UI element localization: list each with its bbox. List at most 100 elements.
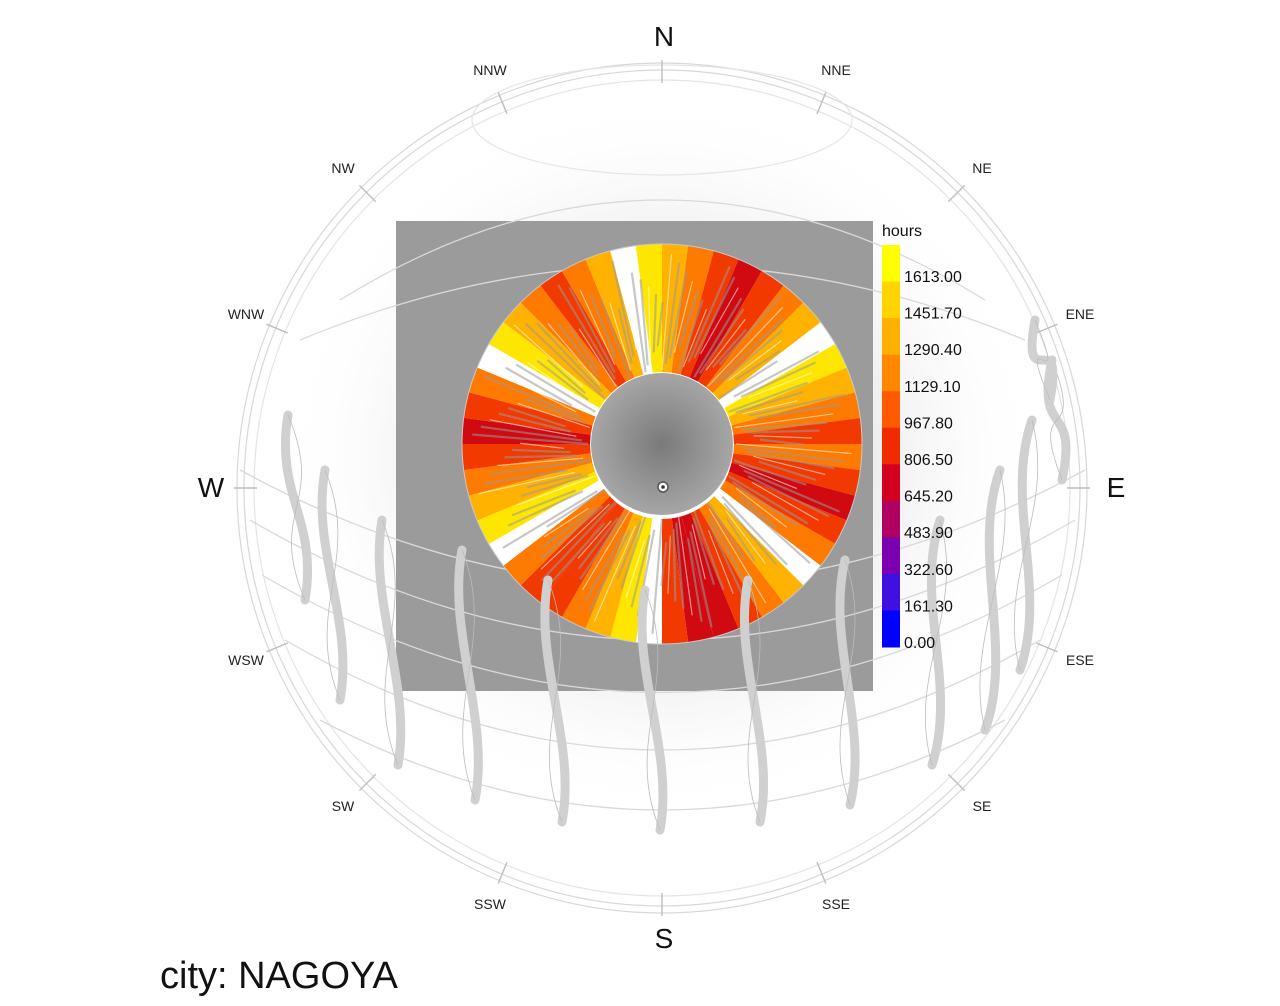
ring-streak — [753, 435, 812, 439]
ring-streak — [693, 510, 725, 590]
analemma-outline — [747, 579, 761, 823]
ring-streak — [733, 459, 807, 486]
analemma-outline — [979, 469, 1006, 731]
ring-sector — [475, 343, 600, 417]
sun-path-analemmas — [280, 315, 1071, 835]
ring-streak — [689, 531, 713, 628]
ring-sector — [719, 321, 837, 408]
analemma-outline — [839, 559, 856, 806]
ring-streak — [675, 522, 685, 609]
ring-streak — [536, 322, 603, 393]
ring-streak — [625, 540, 646, 599]
ring-streak — [520, 474, 589, 498]
compass-tick — [266, 323, 289, 334]
compass-labels: N S E W NNE NE ENE ESE SE SSE SSW SW WSW… — [198, 21, 1126, 954]
analemma-outline — [461, 549, 476, 801]
compass-N: N — [654, 21, 674, 52]
ring-streak — [705, 318, 746, 371]
compass-SW: SW — [332, 798, 355, 814]
ring-streak — [526, 473, 582, 489]
ring-streak — [498, 412, 572, 433]
ring-streak — [698, 308, 745, 375]
ring-streak — [484, 468, 568, 485]
ring-streak — [713, 318, 784, 385]
compass-tick — [947, 184, 966, 203]
ring-streak — [472, 433, 589, 446]
ring-streak — [611, 260, 635, 357]
ring-sector — [539, 269, 626, 387]
ring-streak — [504, 454, 577, 459]
compass-SSE: SSE — [822, 896, 850, 912]
ring-streak — [526, 361, 592, 407]
ring-streak — [661, 254, 673, 371]
legend-colorbar — [882, 245, 900, 648]
legend: hours 1613.00 1451.70 1290.40 1129.10 967.80… — [882, 223, 962, 652]
analemma-outline — [924, 519, 948, 766]
ring-streak — [693, 297, 743, 378]
ring-sector — [705, 283, 805, 394]
ring-streak — [672, 529, 677, 602]
legend-label: 645.20 — [904, 489, 953, 506]
compass-tick — [497, 861, 508, 884]
analemma-outline — [1013, 419, 1039, 671]
compass-tick — [816, 861, 827, 884]
ring-streak — [707, 530, 734, 595]
compass-E: E — [1107, 472, 1126, 503]
ring-streak — [589, 293, 617, 359]
legend-swatch — [882, 318, 900, 356]
compass-S: S — [655, 923, 674, 954]
ring-streak — [740, 361, 817, 398]
ring-sector — [561, 506, 635, 631]
ring-streak — [568, 286, 616, 373]
ring-streak — [652, 294, 658, 353]
ring-center-hole — [591, 373, 733, 515]
ring-streak — [708, 522, 745, 599]
ring-streak — [507, 490, 584, 527]
ring-streak — [540, 503, 610, 570]
ring-streak — [759, 438, 805, 446]
ring-streak — [668, 271, 688, 359]
compass-tick — [358, 773, 377, 792]
ring-streak — [692, 517, 716, 586]
ring-streak — [519, 442, 565, 449]
ring-streak — [733, 350, 820, 398]
compass-tick — [358, 184, 377, 203]
ring-streak — [725, 510, 766, 564]
legend-label: 1451.70 — [904, 306, 962, 323]
ring-streak — [512, 448, 571, 454]
ring-streak — [738, 464, 798, 490]
analemma-outline — [547, 579, 563, 823]
ring-streak — [708, 508, 767, 604]
compass-WSW: WSW — [228, 652, 265, 668]
compass-WNW: WNW — [228, 306, 265, 322]
ring-streak — [742, 400, 798, 415]
ring-streak — [747, 450, 835, 470]
legend-labels: 1613.00 1451.70 1290.40 1129.10 967.80 806.50… — [904, 269, 962, 652]
ring-streak — [584, 533, 625, 601]
legend-swatch — [882, 427, 900, 465]
legend-label: 967.80 — [904, 415, 953, 432]
ring-streak — [541, 506, 597, 549]
legend-title: hours — [882, 223, 922, 240]
ring-streak — [616, 520, 642, 580]
ring-streak — [723, 502, 777, 566]
ring-sector — [712, 487, 823, 587]
ring-streak — [577, 520, 612, 559]
ring-streak — [543, 507, 589, 538]
ring-streak — [547, 323, 601, 385]
ring-streak — [678, 289, 699, 348]
ring-sector — [698, 501, 785, 619]
ring-sector — [475, 471, 600, 545]
ring-sector — [724, 343, 849, 417]
ring-streak — [620, 515, 647, 589]
ring-streak — [687, 266, 731, 363]
analemma-outline — [644, 589, 661, 831]
ring-streak — [667, 535, 671, 594]
ring-streak — [505, 490, 591, 538]
compass-NE: NE — [972, 160, 991, 176]
ring-streak — [656, 301, 664, 347]
ring-streak — [582, 510, 631, 591]
ring-streak — [741, 446, 844, 463]
ring-streak — [677, 299, 704, 373]
ring-streak — [617, 308, 633, 364]
